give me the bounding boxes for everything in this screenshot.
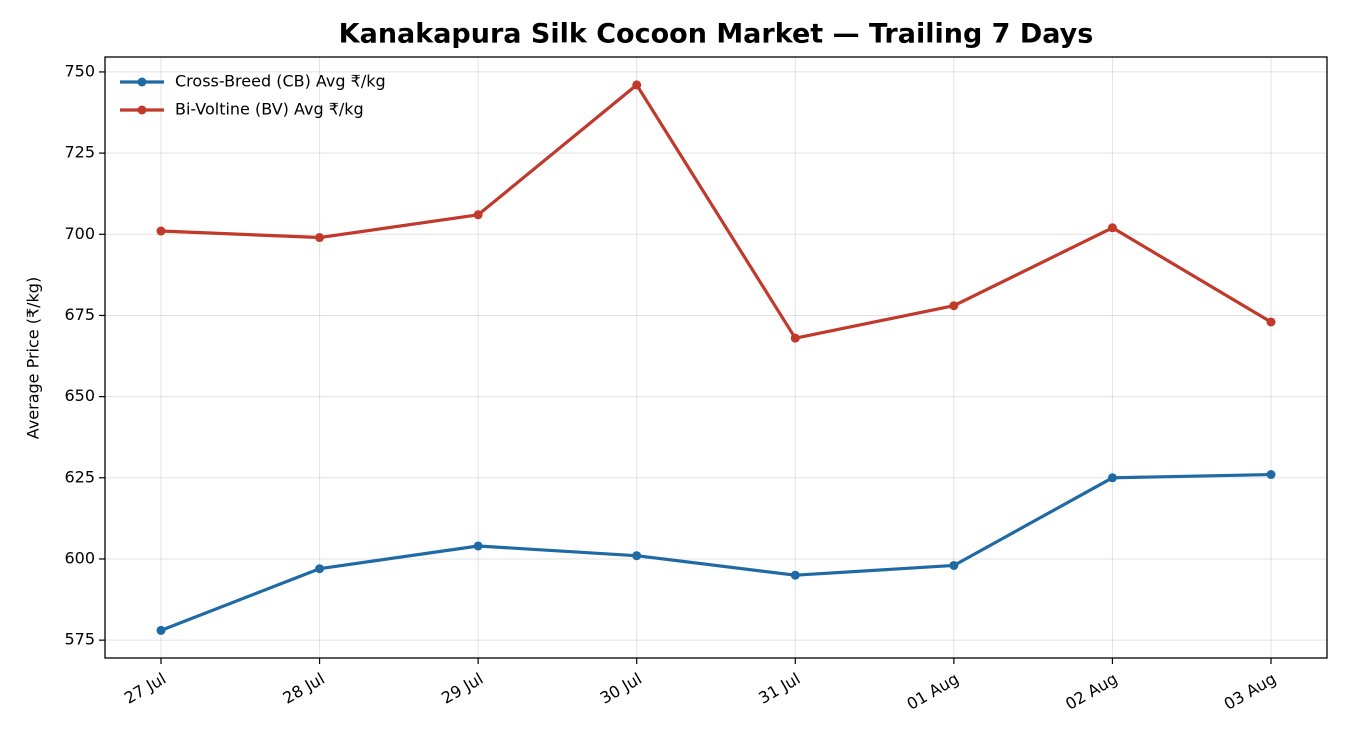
y-tick-label: 625 [64, 467, 95, 486]
x-tick-label: 03 Aug [1221, 669, 1280, 714]
y-axis-label: Average Price (₹/kg) [24, 277, 43, 439]
y-tick-label: 700 [64, 224, 95, 243]
x-tick-label: 31 Jul [755, 669, 803, 708]
data-point [156, 625, 166, 635]
data-point [632, 551, 642, 561]
data-point [790, 333, 800, 343]
data-point [1107, 223, 1117, 233]
y-tick-label: 675 [64, 305, 95, 324]
chart-title: Kanakapura Silk Cocoon Market — Trailing… [339, 19, 1094, 50]
data-point [949, 560, 959, 570]
legend-marker [137, 105, 147, 115]
data-point [315, 564, 325, 574]
data-point [1107, 473, 1117, 483]
x-tick-label: 02 Aug [1062, 669, 1121, 714]
y-tick-label: 600 [64, 548, 95, 567]
x-tick-label: 28 Jul [280, 669, 328, 708]
legend-label: Cross-Breed (CB) Avg ₹/kg [175, 72, 386, 91]
y-tick-label: 725 [64, 143, 95, 162]
data-point [473, 541, 483, 551]
data-point [156, 226, 166, 236]
y-tick-label: 650 [64, 386, 95, 405]
legend-marker [137, 77, 147, 87]
data-point [949, 301, 959, 311]
data-point [315, 233, 325, 243]
x-tick-label: 27 Jul [121, 669, 169, 708]
x-tick-label: 29 Jul [438, 669, 486, 708]
plot-frame [104, 56, 1328, 659]
series-line [160, 83, 1272, 340]
data-point [790, 570, 800, 580]
data-point [1266, 470, 1276, 480]
x-tick-label: 01 Aug [904, 669, 963, 714]
data-point [632, 80, 642, 90]
y-tick-label: 750 [64, 61, 95, 80]
legend-label: Bi-Voltine (BV) Avg ₹/kg [175, 100, 364, 119]
y-tick-label: 575 [64, 630, 95, 649]
x-tick-label: 30 Jul [597, 669, 645, 708]
series-line [160, 472, 1272, 632]
data-point [473, 210, 483, 220]
data-point [1266, 317, 1276, 327]
